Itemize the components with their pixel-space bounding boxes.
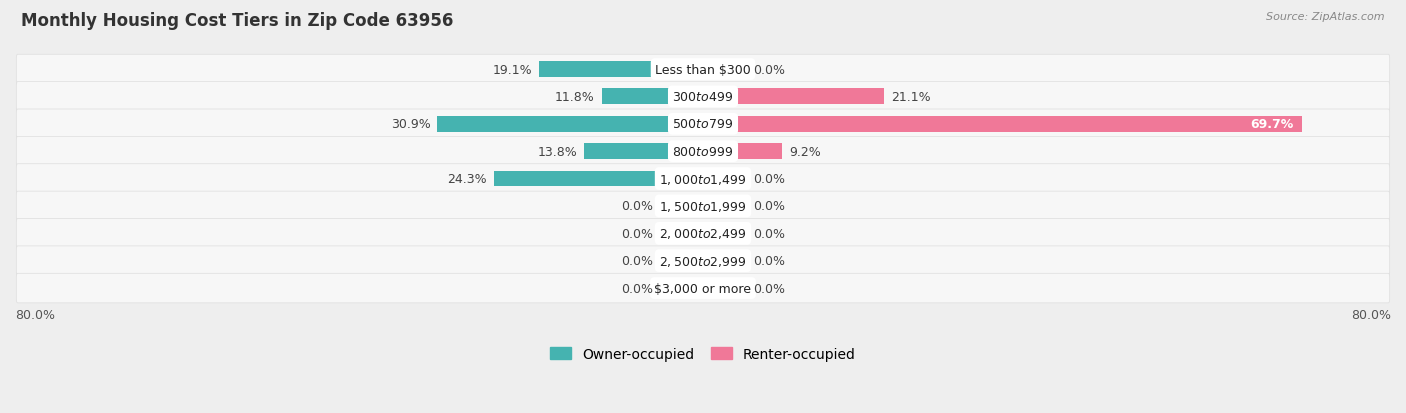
Text: 0.0%: 0.0% (752, 282, 785, 295)
FancyBboxPatch shape (17, 164, 1389, 194)
Text: Monthly Housing Cost Tiers in Zip Code 63956: Monthly Housing Cost Tiers in Zip Code 6… (21, 12, 454, 30)
Bar (659, 280, 703, 296)
Bar (703, 116, 1302, 133)
Text: $1,500 to $1,999: $1,500 to $1,999 (659, 199, 747, 214)
Bar (703, 280, 747, 296)
Bar (659, 199, 703, 214)
Text: Source: ZipAtlas.com: Source: ZipAtlas.com (1267, 12, 1385, 22)
Text: 13.8%: 13.8% (537, 145, 578, 158)
FancyBboxPatch shape (17, 246, 1389, 276)
Bar (437, 116, 703, 133)
Text: 0.0%: 0.0% (752, 200, 785, 213)
Text: 69.7%: 69.7% (1250, 118, 1294, 131)
Text: 0.0%: 0.0% (752, 254, 785, 268)
FancyBboxPatch shape (17, 110, 1389, 139)
Bar (494, 171, 703, 187)
Text: 0.0%: 0.0% (752, 173, 785, 185)
Bar (703, 89, 884, 105)
Bar (585, 144, 703, 160)
Text: 0.0%: 0.0% (621, 200, 654, 213)
Text: 0.0%: 0.0% (621, 227, 654, 240)
Text: $3,000 or more: $3,000 or more (655, 282, 751, 295)
Bar (703, 144, 782, 160)
Text: $500 to $799: $500 to $799 (672, 118, 734, 131)
Text: 24.3%: 24.3% (447, 173, 486, 185)
Text: $2,500 to $2,999: $2,500 to $2,999 (659, 254, 747, 268)
Text: $1,000 to $1,499: $1,000 to $1,499 (659, 172, 747, 186)
Text: 19.1%: 19.1% (492, 63, 531, 76)
Text: 0.0%: 0.0% (621, 282, 654, 295)
Text: 80.0%: 80.0% (1351, 308, 1391, 321)
Text: $800 to $999: $800 to $999 (672, 145, 734, 158)
Bar (538, 62, 703, 78)
FancyBboxPatch shape (17, 83, 1389, 112)
Text: 80.0%: 80.0% (15, 308, 55, 321)
FancyBboxPatch shape (17, 192, 1389, 221)
Text: $2,000 to $2,499: $2,000 to $2,499 (659, 227, 747, 241)
Bar (703, 226, 747, 242)
Bar (703, 253, 747, 269)
Bar (659, 253, 703, 269)
FancyBboxPatch shape (17, 274, 1389, 303)
Text: 21.1%: 21.1% (891, 91, 931, 104)
Text: 9.2%: 9.2% (789, 145, 821, 158)
Bar (703, 171, 747, 187)
Text: 0.0%: 0.0% (621, 254, 654, 268)
Bar (703, 62, 747, 78)
FancyBboxPatch shape (17, 219, 1389, 249)
Text: $300 to $499: $300 to $499 (672, 91, 734, 104)
Bar (659, 226, 703, 242)
Text: 0.0%: 0.0% (752, 227, 785, 240)
Bar (602, 89, 703, 105)
FancyBboxPatch shape (17, 137, 1389, 166)
Legend: Owner-occupied, Renter-occupied: Owner-occupied, Renter-occupied (550, 347, 856, 361)
FancyBboxPatch shape (17, 55, 1389, 85)
Bar (703, 199, 747, 214)
Text: 11.8%: 11.8% (555, 91, 595, 104)
Text: Less than $300: Less than $300 (655, 63, 751, 76)
Text: 30.9%: 30.9% (391, 118, 430, 131)
Text: 0.0%: 0.0% (752, 63, 785, 76)
